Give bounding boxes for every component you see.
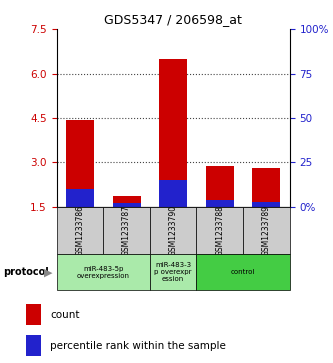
Bar	[159, 59, 187, 207]
Bar	[57, 207, 103, 254]
Text: miR-483-3
p overexpr
ession: miR-483-3 p overexpr ession	[155, 262, 192, 282]
Bar	[103, 207, 150, 254]
Bar	[252, 168, 280, 207]
Text: GSM1233789: GSM1233789	[262, 205, 271, 256]
Bar	[150, 254, 196, 290]
Text: GSM1233790: GSM1233790	[168, 205, 178, 256]
Title: GDS5347 / 206598_at: GDS5347 / 206598_at	[104, 13, 242, 26]
Text: percentile rank within the sample: percentile rank within the sample	[50, 341, 226, 351]
Bar	[26, 304, 41, 325]
Bar	[206, 166, 234, 207]
Bar	[196, 207, 243, 254]
Bar	[113, 196, 141, 207]
Bar	[66, 121, 94, 207]
Bar	[66, 188, 94, 207]
Text: GSM1233787: GSM1233787	[122, 205, 131, 256]
Text: count: count	[50, 310, 80, 320]
Bar	[159, 180, 187, 207]
Text: protocol: protocol	[3, 267, 49, 277]
Bar	[150, 207, 196, 254]
Text: control: control	[231, 269, 255, 275]
Bar	[196, 254, 290, 290]
Text: GSM1233788: GSM1233788	[215, 205, 224, 256]
Bar	[26, 335, 41, 356]
Bar	[206, 200, 234, 207]
Bar	[252, 201, 280, 207]
Bar	[57, 254, 150, 290]
Text: ▶: ▶	[44, 267, 53, 277]
Bar	[243, 207, 290, 254]
Text: miR-483-5p
overexpression: miR-483-5p overexpression	[77, 266, 130, 279]
Bar	[113, 203, 141, 207]
Text: GSM1233786: GSM1233786	[75, 205, 85, 256]
